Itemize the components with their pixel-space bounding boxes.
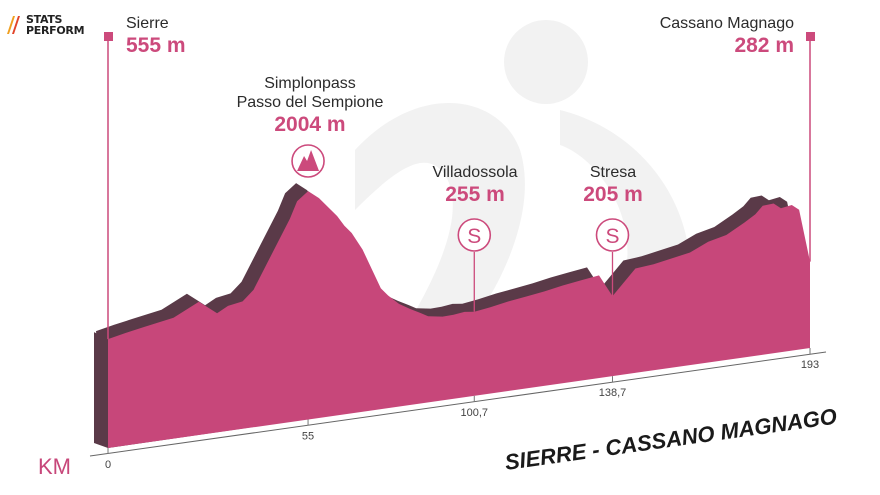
sprint-icon [457,218,492,252]
route-title: SIERRE - CASSANO MAGNAGO [503,404,838,475]
start-label: Sierre 555 m [126,14,186,58]
finish-flag [806,32,815,41]
start-elevation: 555 m [126,34,186,57]
summit-name-2: Passo del Sempione [236,94,384,111]
stresa-name: Stresa [589,164,637,181]
x-tick-label: 0 [105,459,111,471]
profile-left-side [94,332,108,448]
stats-perform-logo: STATS PERFORM [4,13,85,37]
x-axis-label: KM [38,454,71,479]
x-tick-label: 55 [302,431,314,443]
sprint-letter: S [605,225,619,248]
brand-line-1: STATS [26,13,63,26]
summit-label: Simplonpass Passo del Sempione 2004 m [210,74,410,137]
sprint-letter: S [467,225,481,248]
villadossola-label: Villadossola 255 m [405,163,545,207]
x-axis-ticks: 0 55 100,7 138,7 193 [105,348,819,471]
stats-perform-icon [7,16,20,34]
start-flag [104,32,113,41]
mountain-peak-icon [297,150,320,171]
profile-area [94,183,810,448]
villadossola-name: Villadossola [432,164,518,181]
x-axis-line [89,351,827,457]
x-tick-label: 100,7 [461,407,489,419]
stresa-label: Stresa 205 m [553,163,673,207]
finish-elevation: 282 m [734,34,794,57]
x-tick-label: 193 [801,359,819,371]
profile-face [108,191,810,448]
x-tick-label: 138,7 [599,387,627,399]
summit-name-1: Simplonpass [264,75,356,92]
stresa-elevation: 205 m [583,183,643,206]
sprint-icon [595,218,630,252]
villadossola-elevation: 255 m [445,183,505,206]
finish-label: Cassano Magnago 282 m [600,14,794,58]
brand-line-2: PERFORM [26,24,85,37]
start-name: Sierre [126,15,169,32]
summit-elevation: 2004 m [274,113,346,136]
finish-name: Cassano Magnago [659,15,794,32]
